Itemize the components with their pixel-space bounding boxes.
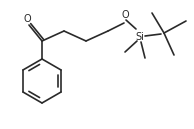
Text: O: O [121,10,129,20]
Text: Si: Si [136,32,145,42]
Text: O: O [23,14,31,24]
